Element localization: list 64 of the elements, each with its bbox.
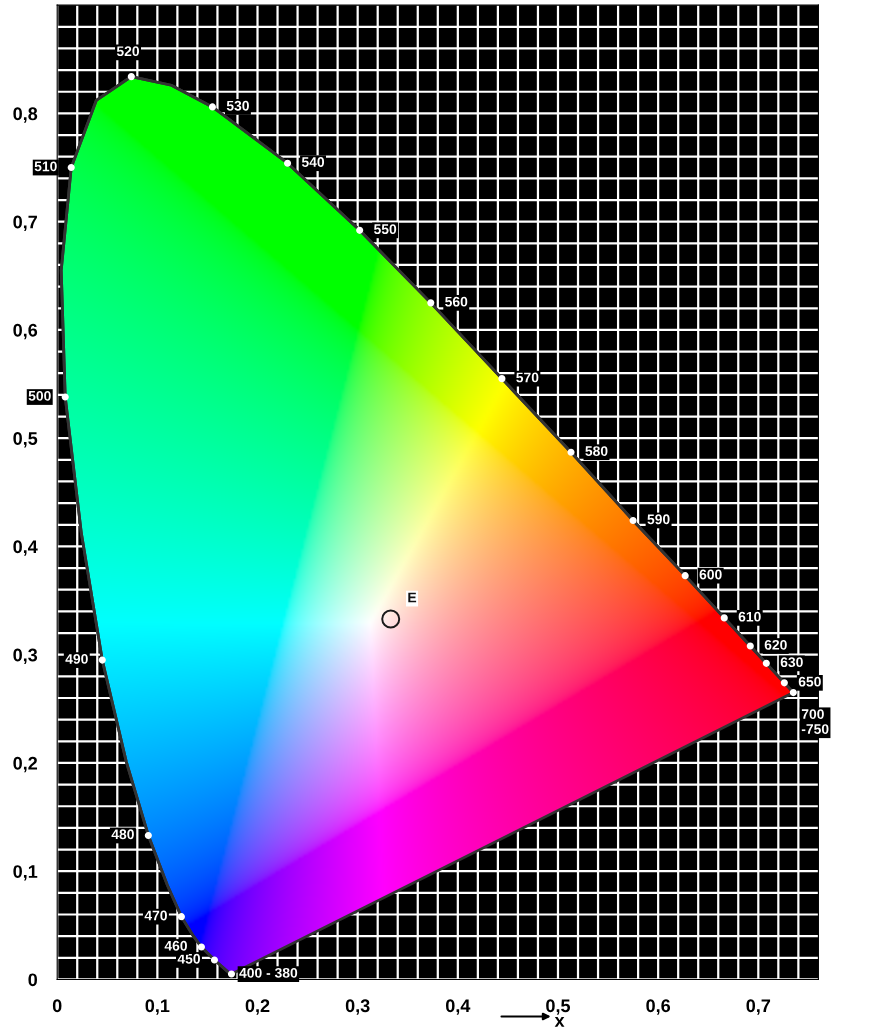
x-tick-label: 0 <box>52 999 62 1013</box>
annotation: 620 <box>764 639 787 650</box>
annotation: E <box>408 592 417 603</box>
y-tick-label: 0,1 <box>13 865 38 881</box>
point <box>567 448 575 456</box>
point <box>127 73 135 81</box>
annotation: 590 <box>647 514 670 525</box>
annotation: 540 <box>301 157 325 167</box>
x-tick-label: 0,3 <box>345 999 370 1015</box>
annotation: 530 <box>226 100 249 111</box>
point <box>681 572 689 580</box>
annotation: 510 <box>34 161 57 172</box>
annotation: 400 - 380 <box>239 967 298 978</box>
x-tick-label: 0,4 <box>446 999 471 1015</box>
x-tick-label: 0,7 <box>746 999 771 1015</box>
annotation: 490 <box>65 653 88 664</box>
point <box>144 831 152 840</box>
x-tick-label: 0,5 <box>546 999 571 1015</box>
y-tick-label: 0,2 <box>13 756 38 773</box>
annotation: 580 <box>585 446 608 456</box>
y-tick-label: 0,4 <box>13 540 38 556</box>
x-tick-label: 0,1 <box>145 999 170 1015</box>
annotation: 450 <box>177 953 200 964</box>
point <box>762 659 770 667</box>
annotation: 650 <box>798 676 821 687</box>
x-tick-label: 0,2 <box>245 999 270 1015</box>
annotation: 550 <box>373 224 397 235</box>
point <box>789 689 797 697</box>
y-tick-label: 0,5 <box>13 432 38 448</box>
point <box>427 299 435 307</box>
point <box>177 913 185 921</box>
point <box>629 516 637 525</box>
point <box>746 642 754 650</box>
annotation: 600 <box>699 569 722 580</box>
point <box>208 103 217 111</box>
annotation: 480 <box>111 829 134 840</box>
point <box>780 679 788 687</box>
point <box>356 226 364 234</box>
annotation: 570 <box>516 372 539 383</box>
annotation: 520 <box>116 46 140 57</box>
x-tick-label: 0,6 <box>646 999 671 1015</box>
point <box>498 375 506 383</box>
annotation: 560 <box>445 296 468 307</box>
point <box>61 393 69 401</box>
point <box>381 609 401 629</box>
y-tick-label: 0 <box>28 973 38 987</box>
annotation: 500 <box>28 390 51 401</box>
point <box>197 943 205 951</box>
annotation: 700 -750 <box>801 709 829 734</box>
point <box>227 970 236 978</box>
annotation: 470 <box>144 910 167 921</box>
annotation: 460 <box>164 940 187 951</box>
point <box>210 956 219 964</box>
point <box>720 614 728 622</box>
point <box>98 656 106 664</box>
y-tick-label: 0,3 <box>13 648 38 665</box>
y-tick-label: 0,6 <box>13 323 38 340</box>
annotation: 630 <box>780 657 803 668</box>
x-axis-title: x <box>554 1017 565 1027</box>
y-tick-label: 0,8 <box>13 107 38 123</box>
annotation: 610 <box>738 611 761 622</box>
point <box>283 159 292 167</box>
y-tick-label: 0,7 <box>13 215 37 231</box>
point <box>67 163 75 172</box>
